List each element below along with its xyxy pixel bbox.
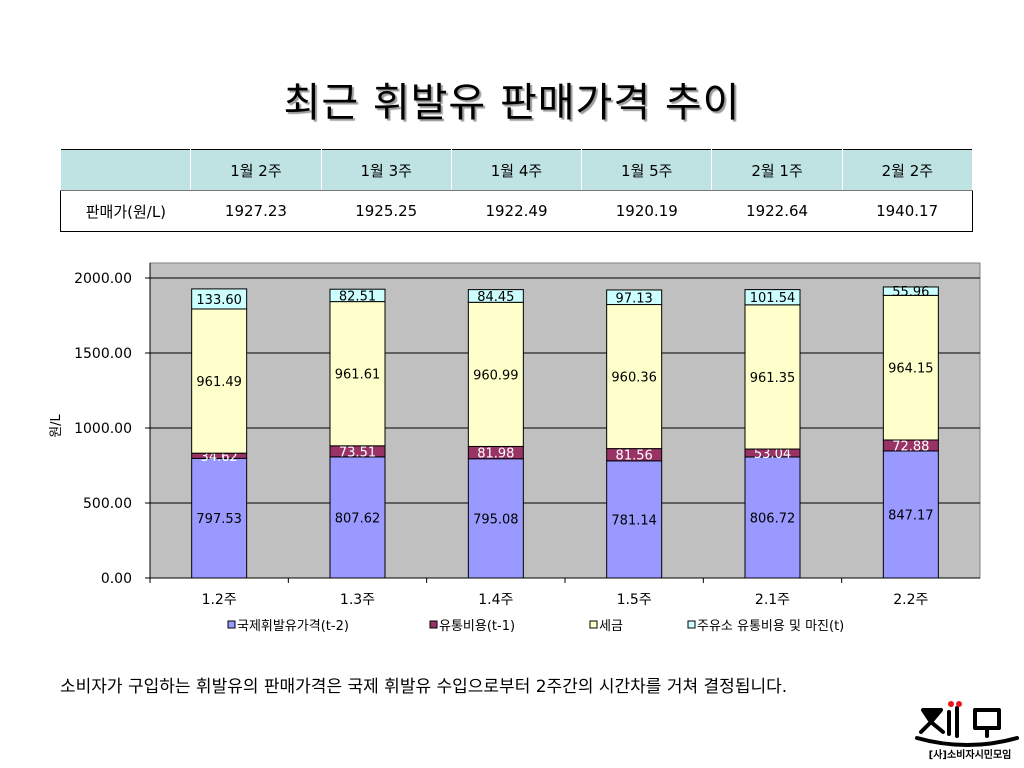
legend-label: 국제휘발유가격(t-2) xyxy=(237,619,349,634)
bar-segment xyxy=(606,304,663,450)
bar-segment xyxy=(329,456,386,579)
data-label: 53.04 xyxy=(754,447,791,462)
plot-area xyxy=(149,262,981,579)
legend-label: 주유소 유통비용 및 마진(t) xyxy=(697,619,844,634)
data-label: 960.36 xyxy=(611,371,657,386)
bar-segment xyxy=(882,286,939,296)
legend-swatch xyxy=(589,620,598,629)
data-label: 961.35 xyxy=(750,371,796,386)
price-table: 1월 2주 1월 3주 1월 4주 1월 5주 2월 1주 2월 2주 판매가(원/L) … xyxy=(59,149,974,232)
legend-swatch xyxy=(687,620,696,629)
org-name: [사]소비자시민모임 xyxy=(928,750,1012,761)
bar-segment xyxy=(882,294,939,441)
table-column-header: 1월 3주 xyxy=(320,149,452,191)
bar-segment xyxy=(467,301,524,447)
table-row-label: 판매가(원/L) xyxy=(85,202,167,221)
bar-segment xyxy=(467,458,524,579)
data-label: 81.98 xyxy=(477,447,514,462)
data-label: 97.13 xyxy=(616,291,653,306)
x-tick-label: 2.2주 xyxy=(893,592,928,608)
table-cell: 1920.19 xyxy=(615,202,678,220)
table-row: 판매가(원/L) 1927.23 1925.25 1922.49 1920.19 192… xyxy=(61,191,973,232)
y-axis-title: 원/L xyxy=(49,413,64,437)
table-column-header: 2월 1주 xyxy=(711,149,843,191)
data-label: 964.15 xyxy=(888,362,934,377)
x-tick-label: 1.4주 xyxy=(478,592,513,608)
caption-text: 소비자가 구입하는 휘발유의 판매가격은 국제 휘발유 수입으로부터 2주간의 … xyxy=(60,677,788,697)
data-label: 73.51 xyxy=(339,445,376,460)
x-tick-label: 2.1주 xyxy=(755,592,790,608)
bar-segment xyxy=(329,301,386,447)
logo-mark xyxy=(915,701,1019,747)
slide-title: 최근 휘발유 판매가격 추이 xyxy=(283,80,741,126)
data-label: 797.53 xyxy=(196,512,242,527)
data-label: 101.54 xyxy=(750,291,796,306)
y-tick-label: 500.00 xyxy=(83,496,132,512)
table-cell: 1940.17 xyxy=(876,202,939,220)
bar-segment xyxy=(191,457,248,579)
data-label: 795.08 xyxy=(473,512,519,527)
table-column-header: 1월 2주 xyxy=(190,149,322,191)
legend-label: 세금 xyxy=(599,619,623,634)
org-logo xyxy=(915,701,1019,747)
bar-segment xyxy=(467,289,524,303)
data-label: 847.17 xyxy=(888,508,934,523)
data-label: 133.60 xyxy=(196,293,242,308)
table-column-header: 1월 5주 xyxy=(581,149,713,191)
x-tick-label: 1.3주 xyxy=(340,592,375,608)
y-tick-label: 2000.00 xyxy=(74,271,132,287)
y-tick-label: 1500.00 xyxy=(74,346,132,362)
bar-segment xyxy=(606,289,663,306)
table-corner-cell xyxy=(59,149,192,191)
data-label: 961.61 xyxy=(335,368,381,383)
x-tick-label: 1.2주 xyxy=(202,592,237,608)
data-label: 55.96 xyxy=(892,285,929,300)
data-label: 961.49 xyxy=(196,375,242,390)
y-tick-label: 1000.00 xyxy=(74,421,132,437)
table-cell: 1922.49 xyxy=(485,202,548,220)
bar-segment xyxy=(606,460,663,579)
table-column-header: 1월 4주 xyxy=(450,149,583,191)
data-label: 72.88 xyxy=(892,439,929,454)
y-tick-label: 0.00 xyxy=(101,571,132,587)
data-label: 960.99 xyxy=(473,368,519,383)
table-cell: 1927.23 xyxy=(224,202,287,220)
data-label: 82.51 xyxy=(339,289,376,304)
legend-label: 유통비용(t-1) xyxy=(439,619,515,634)
bar-segment xyxy=(191,308,248,454)
table-cell: 1922.64 xyxy=(746,202,809,220)
data-label: 84.45 xyxy=(477,290,514,305)
x-tick-label: 1.5주 xyxy=(617,592,652,608)
bar-segment xyxy=(744,289,801,306)
bar-segment xyxy=(329,288,386,303)
legend-swatch xyxy=(429,620,438,629)
data-label: 807.62 xyxy=(335,511,381,526)
data-label: 781.14 xyxy=(611,513,657,528)
bar-segment xyxy=(744,456,801,579)
bar-segment xyxy=(191,288,248,310)
table-column-header: 2월 2주 xyxy=(841,149,974,191)
data-label: 806.72 xyxy=(750,511,796,526)
table-header-row: 1월 2주 1월 3주 1월 4주 1월 5주 2월 1주 2월 2주 xyxy=(59,149,974,191)
legend-swatch xyxy=(227,620,236,629)
stacked-bar-chart: 0.00 500.00 1000.00 1500.00 2000.00 원/L 1.2주 79… xyxy=(49,262,981,634)
data-label: 81.56 xyxy=(616,449,653,464)
table-cell: 1925.25 xyxy=(355,202,418,220)
bar-segment xyxy=(744,304,801,450)
